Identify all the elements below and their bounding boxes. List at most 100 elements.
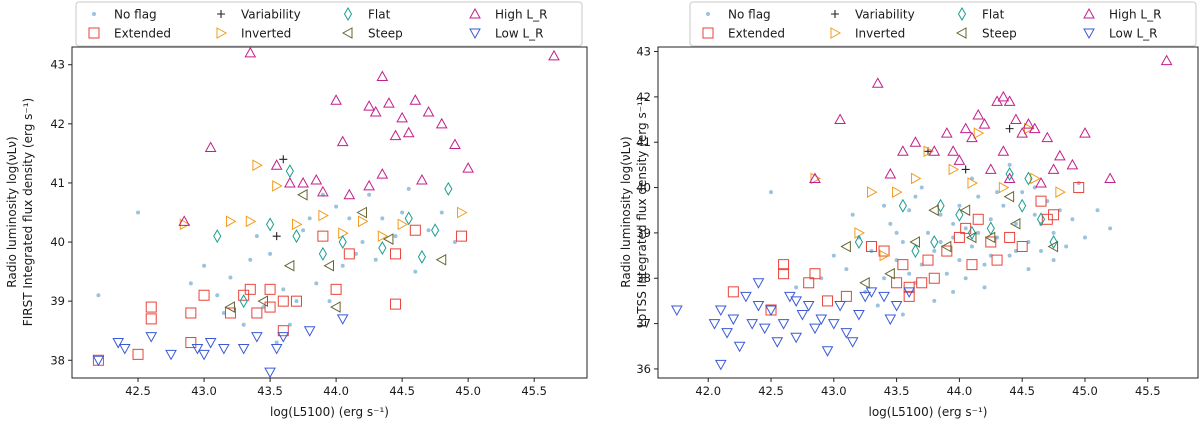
legend-marker-extended [88, 27, 100, 39]
flat-point [1049, 234, 1058, 249]
noflag-point [938, 239, 943, 244]
noflag-point [938, 212, 943, 217]
noflag-point [1013, 221, 1018, 226]
steep-point [965, 231, 977, 244]
noflag-point [254, 234, 259, 239]
steep-point [435, 253, 447, 266]
extended-point [1048, 209, 1060, 221]
noflag-point [1051, 258, 1056, 263]
highlr-point [1066, 158, 1079, 170]
noflag-point [274, 340, 279, 345]
y-tick-label: 36 [636, 362, 651, 376]
noflag-point [268, 251, 273, 256]
highlr-point [1022, 118, 1035, 129]
inverted-point [948, 163, 960, 176]
noflag-point [406, 186, 411, 191]
legend-label-steep: Steep [368, 27, 403, 41]
highlr-point [1160, 54, 1173, 66]
flat-point [967, 225, 977, 240]
noflag-point [188, 281, 193, 286]
extended-point [343, 248, 355, 260]
inverted-point [998, 181, 1010, 194]
legend-marker-flat [343, 7, 353, 21]
highlr-point [402, 126, 415, 138]
extended-point [264, 301, 276, 313]
lowlr-point [714, 359, 727, 371]
legend-marker-highlr [1083, 7, 1095, 19]
noflag-point [1007, 162, 1012, 167]
highlr-point [978, 118, 991, 129]
inverted-point [272, 180, 283, 192]
lowlr-point [191, 343, 204, 355]
lowlr-point [802, 300, 815, 312]
noflag-point [1095, 208, 1100, 213]
steep-point [330, 301, 341, 313]
legend-label-extended: Extended [728, 27, 785, 41]
y-tick-label: 41 [50, 176, 65, 190]
legend-label-steep: Steep [982, 27, 1017, 41]
highlr-point [383, 97, 395, 108]
legend-label-lowlr: Low L_R [1109, 27, 1157, 41]
inverted-point [967, 177, 978, 189]
inverted-point [318, 209, 329, 222]
flat-point [239, 294, 248, 309]
extended-point [916, 277, 928, 289]
extended-point [1035, 195, 1047, 207]
highlr-point [809, 172, 821, 183]
noflag-point [882, 276, 887, 281]
noflag-point [794, 285, 799, 290]
lowlr-point [204, 338, 217, 349]
extended-point [244, 283, 256, 295]
y-tick-label: 43 [636, 45, 651, 59]
legend-marker-steep [341, 27, 353, 39]
noflag-point [1070, 217, 1075, 222]
extended-point [251, 307, 263, 319]
steep-point [224, 301, 235, 313]
lowlr-point [752, 278, 765, 289]
left-scatter-panel: 42.5 43.0 43.5 44.0 44.5 45.0 45.5 38 39 40 41 42 43… [5, 1, 588, 419]
noflag-point [907, 208, 912, 213]
steep-point [382, 233, 394, 245]
highlr-point [343, 188, 356, 200]
extended-point [264, 283, 276, 295]
noflag-point [769, 190, 774, 195]
y-tick-label: 38 [50, 353, 65, 367]
extended-point [132, 348, 144, 360]
lowlr-point [790, 332, 802, 344]
noflag-point [202, 263, 207, 268]
inverted-point [397, 218, 409, 231]
noflag-point [334, 204, 339, 209]
highlr-point [1054, 149, 1066, 161]
lowlr-point [758, 323, 771, 335]
extended-point [966, 259, 978, 271]
highlr-point [966, 131, 978, 143]
extended-point [922, 254, 934, 266]
highlr-point [1003, 95, 1016, 106]
lowlr-point [865, 287, 878, 298]
extended-point [145, 313, 157, 325]
extended-point [822, 295, 834, 307]
steep-point [959, 204, 971, 217]
inverted-point [358, 215, 369, 228]
y-tick-label: 41 [636, 135, 651, 149]
extended-point [238, 289, 250, 301]
flat-point [431, 223, 440, 238]
legend-label-noflag: No flag [114, 8, 157, 22]
extended-point [390, 248, 402, 260]
inverted-point [866, 186, 878, 198]
legend-label-flat: Flat [982, 8, 1005, 22]
noflag-point [136, 210, 141, 215]
extended-point [928, 272, 940, 284]
steep-point [1047, 240, 1059, 253]
highlr-point [1047, 163, 1060, 174]
x-axis-label: log(L5100) (erg s⁻¹) [270, 405, 389, 419]
legend-label-lowlr: Low L_R [495, 27, 543, 41]
lowlr-point [733, 341, 746, 353]
inverted-point [457, 206, 468, 219]
inverted-point [377, 230, 389, 242]
noflag-point [314, 281, 319, 286]
flat-point [936, 198, 945, 213]
extended-point [198, 289, 210, 301]
noflag-point [1039, 249, 1044, 254]
highlr-point [909, 136, 922, 147]
